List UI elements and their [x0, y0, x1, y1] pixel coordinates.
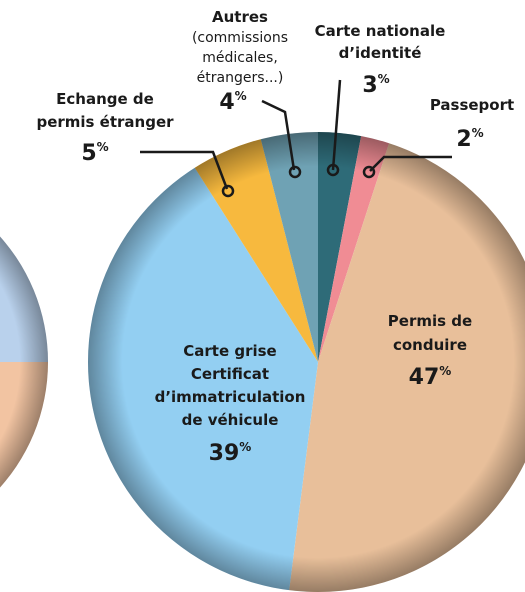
value-number: 4 — [219, 90, 234, 115]
leader-dot — [362, 165, 376, 179]
label-line: d’identité — [339, 44, 422, 62]
value-number: 5 — [81, 141, 96, 166]
value-label: 2% — [456, 126, 483, 152]
leader-dot — [221, 184, 235, 198]
label-line: conduire — [393, 336, 467, 354]
value-label: 39% — [209, 440, 252, 466]
value-label: 47% — [409, 364, 452, 390]
category-label: Carte grise Certificat d’immatriculation de… — [155, 342, 306, 429]
value-number: 2 — [456, 127, 471, 152]
value-number: 39 — [209, 441, 240, 466]
label-line: Autres — [212, 8, 268, 26]
leader-line — [369, 155, 452, 172]
value-label: 3% — [362, 72, 389, 98]
value-unit: % — [439, 364, 451, 378]
label-line: Echange de — [56, 90, 154, 108]
category-label: Passeport — [430, 96, 514, 114]
value-label: 4% — [219, 89, 246, 115]
value-number: 3 — [362, 73, 377, 98]
label-line: Passeport — [430, 96, 514, 114]
category-label: Carte nationale d’identité — [315, 22, 446, 62]
label-line: étrangers...) — [197, 70, 284, 86]
category-label: Permis de conduire — [388, 312, 472, 354]
label-line: d’immatriculation — [155, 388, 306, 406]
leader-line — [140, 150, 229, 190]
label-line: (commissions — [192, 30, 288, 46]
value-unit: % — [378, 72, 390, 86]
label-line: Certificat — [191, 365, 269, 383]
pie — [88, 132, 525, 592]
leader-line — [331, 79, 342, 171]
side-pie — [0, 236, 48, 488]
label-line: médicales, — [202, 50, 278, 66]
label-line: Carte grise — [183, 342, 276, 360]
category-label: Autres (commissions médicales, étrangers...… — [192, 8, 288, 86]
label-line: Carte nationale — [315, 22, 446, 40]
leader-dot — [326, 163, 340, 177]
value-unit: % — [97, 140, 109, 154]
category-label: Echange de permis étranger — [36, 90, 174, 131]
labels: Carte nationale d’identité 3% Passeport 2% Pe… — [36, 8, 514, 466]
value-unit: % — [472, 126, 484, 140]
value-number: 47 — [409, 365, 440, 390]
value-unit: % — [235, 89, 247, 103]
leader-dot — [288, 165, 302, 179]
value-label: 5% — [81, 140, 108, 166]
label-line: Permis de — [388, 312, 472, 330]
value-unit: % — [239, 440, 251, 454]
label-line: de véhicule — [182, 411, 279, 429]
label-line: permis étranger — [36, 113, 174, 131]
leader-line — [261, 99, 296, 171]
